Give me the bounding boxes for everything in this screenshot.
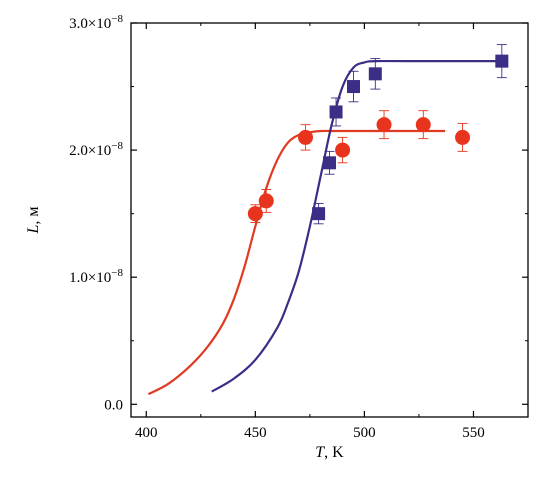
y-axis-ticks: 0.0 1.0×10−8 2.0×10−8 3.0×10−8 — [69, 13, 528, 413]
y-axis-symbol: L — [25, 225, 42, 235]
y-axis-unit: , м — [25, 206, 42, 224]
data-point-square — [329, 97, 343, 127]
y-tick-label: 1.0×10−8 — [69, 267, 123, 286]
data-points — [247, 44, 509, 225]
data-point-square — [323, 150, 336, 175]
y-tick-label: 0.0 — [104, 397, 123, 413]
x-axis-title: T, K — [315, 444, 344, 461]
x-tick-label: 450 — [244, 425, 267, 441]
y-tick-label: 3.0×10−8 — [69, 13, 123, 32]
data-point-circle — [335, 136, 351, 164]
data-point-circle — [415, 110, 431, 140]
data-point-square — [346, 70, 360, 103]
data-point-circle — [376, 110, 392, 140]
x-tick-label: 400 — [135, 425, 158, 441]
data-point-square — [495, 44, 509, 79]
x-tick-label: 500 — [353, 425, 376, 441]
y-tick-label: 2.0×10−8 — [69, 140, 123, 159]
data-point-circle — [298, 124, 314, 151]
data-point-circle — [455, 122, 471, 152]
data-point-circle — [247, 204, 263, 223]
x-axis-unit: , K — [324, 444, 344, 461]
fit-curves — [147, 59, 502, 396]
fit-curve-circle — [147, 129, 446, 396]
x-axis-ticks: 400 450 500 550 — [135, 23, 485, 441]
data-point-square — [368, 58, 382, 90]
fit-curve-square — [211, 59, 502, 393]
data-point-circle — [258, 189, 274, 213]
y-axis-title: L, м — [25, 206, 42, 234]
plot-frame — [130, 22, 529, 418]
data-point-square — [312, 203, 326, 225]
x-tick-label: 550 — [462, 425, 485, 441]
x-axis-symbol: T — [315, 444, 325, 461]
